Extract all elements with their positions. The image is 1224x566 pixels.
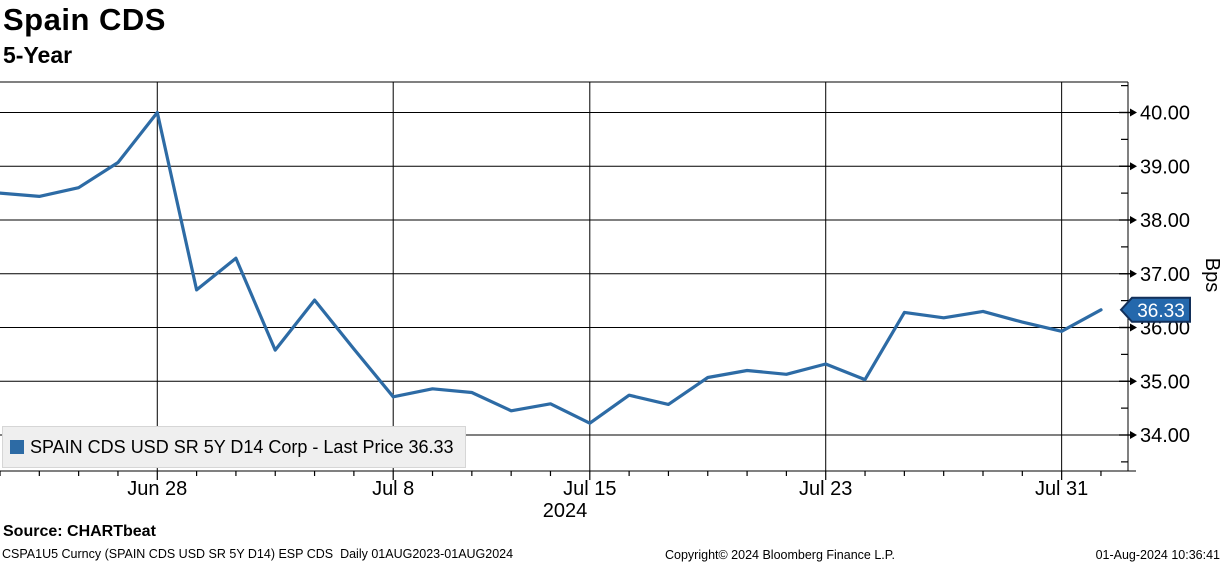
timestamp-label: 01-Aug-2024 10:36:41	[1095, 548, 1220, 562]
y-tick-arrow-icon	[1130, 269, 1137, 278]
y-tick-label: 34.00	[1140, 425, 1190, 447]
x-tick-label: Jul 15	[563, 478, 616, 500]
series-line	[0, 110, 1103, 425]
page-subtitle: 5-Year	[3, 42, 73, 68]
y-tick-arrow-icon	[1130, 216, 1137, 224]
legend[interactable]: SPAIN CDS USD SR 5Y D14 Corp - Last Pric…	[2, 426, 466, 468]
series-marker-icon	[10, 440, 24, 454]
last-price-value: 36.33	[1137, 301, 1185, 322]
y-tick-arrow-icon	[1130, 377, 1137, 386]
x-tick-label: Jul 8	[372, 478, 414, 500]
year-label: 2024	[543, 500, 588, 522]
x-tick-label: Jul 31	[1035, 478, 1088, 500]
y-tick-arrow-icon	[1130, 431, 1137, 439]
source-label: Source: CHARTbeat	[3, 523, 156, 540]
last-price-tag	[1119, 296, 1191, 323]
copyright-label: Copyright© 2024 Bloomberg Finance L.P.	[665, 548, 895, 562]
y-tick-label: 36.00	[1140, 318, 1190, 340]
y-tick-arrow-icon	[1130, 323, 1137, 332]
y-tick-arrow-icon	[1130, 162, 1137, 171]
legend-label: SPAIN CDS USD SR 5Y D14 Corp - Last Pric…	[30, 436, 454, 457]
x-tick-label: Jun 28	[127, 478, 187, 500]
y-tick-label: 35.00	[1140, 371, 1190, 393]
y-tick-arrow-icon	[1130, 108, 1137, 117]
y-tick-label: 39.00	[1140, 156, 1190, 178]
x-tick-label: Jul 23	[799, 478, 852, 500]
page-title: Spain CDS	[3, 2, 166, 37]
y-tick-label: 38.00	[1140, 210, 1190, 232]
y-tick-label: 40.00	[1140, 103, 1190, 125]
y-tick-label: 37.00	[1140, 264, 1190, 286]
security-info: CSPA1U5 Curncy (SPAIN CDS USD SR 5Y D14)…	[2, 547, 514, 561]
y-axis-title: Bps	[1201, 258, 1223, 292]
